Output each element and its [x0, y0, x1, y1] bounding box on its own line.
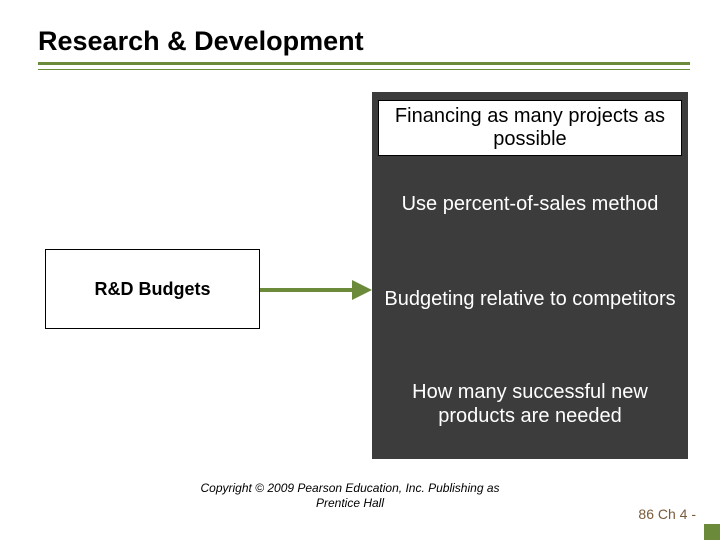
arrow-line — [260, 288, 355, 292]
arrow-head-icon — [352, 280, 372, 300]
financing-text: Financing as many projects as possible — [379, 105, 681, 151]
financing-box: Financing as many projects as possible — [378, 100, 682, 156]
products-text: How many successful new products are nee… — [378, 380, 682, 428]
slide-title: Research & Development — [38, 26, 690, 57]
copyright-text: Copyright © 2009 Pearson Education, Inc.… — [200, 481, 500, 510]
competitors-text: Budgeting relative to competitors — [378, 287, 682, 311]
budgets-box: R&D Budgets — [45, 249, 260, 329]
corner-accent — [704, 524, 720, 540]
title-underline-thin — [38, 69, 690, 70]
title-underline-thick — [38, 62, 690, 65]
slide-title-area: Research & Development — [38, 26, 690, 57]
percent-of-sales-text: Use percent-of-sales method — [378, 192, 682, 216]
budgets-label: R&D Budgets — [95, 279, 211, 300]
page-number: 86 Ch 4 - — [638, 506, 696, 522]
